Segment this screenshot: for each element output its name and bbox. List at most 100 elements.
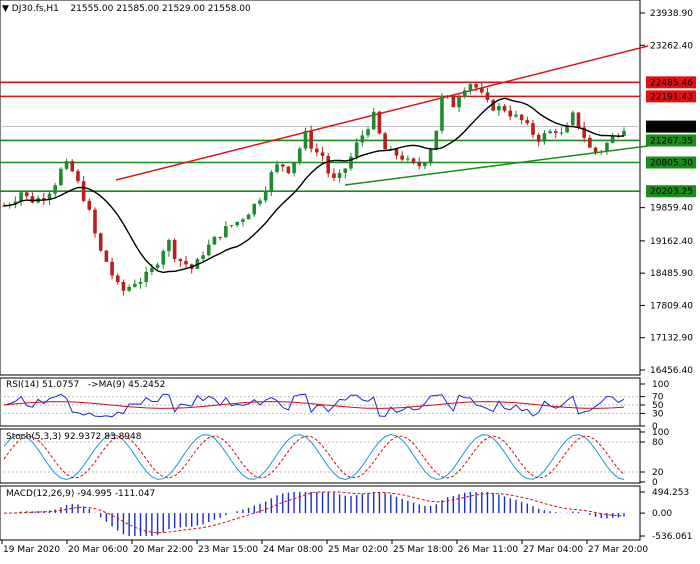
stoch-signal-line bbox=[3, 435, 625, 479]
candle-body bbox=[121, 282, 126, 291]
indicator-tick-label: 30 bbox=[652, 409, 664, 419]
candle-body bbox=[337, 172, 342, 178]
candle-body bbox=[275, 164, 279, 173]
level-tag bbox=[646, 134, 696, 147]
price-tick-label: 19162.40 bbox=[650, 237, 693, 247]
candle-body bbox=[13, 201, 18, 205]
candle-body bbox=[47, 193, 52, 200]
stoch-label: Stoch(5,3,3) 92.9372 83.8948 bbox=[6, 432, 142, 442]
candle-body bbox=[133, 283, 137, 287]
candle-body bbox=[315, 148, 319, 153]
indicator-tick-label: 494.253 bbox=[652, 488, 689, 498]
indicator-tick-label: 100 bbox=[652, 380, 669, 390]
candle-body bbox=[434, 130, 439, 150]
candle-body bbox=[93, 209, 97, 234]
ohlc-label: 21555.00 21585.00 21529.00 21558.00 bbox=[70, 4, 251, 14]
candle-body bbox=[440, 95, 444, 131]
candle-body bbox=[184, 260, 188, 265]
dropdown-triangle-icon[interactable]: ▼ bbox=[2, 4, 12, 14]
time-axis: 19 Mar 2020 20 Mar 06:00 20 Mar 22:00 23 Ma… bbox=[1, 540, 648, 555]
candle-body bbox=[167, 240, 171, 252]
candle-body bbox=[468, 84, 473, 91]
candle-body bbox=[417, 162, 422, 167]
macd-title: MACD(12,26,9) -94.995 -111.047 bbox=[6, 489, 155, 499]
candle-body bbox=[565, 124, 569, 133]
time-tick-label: 27 Mar 20:00 bbox=[588, 545, 648, 555]
candle-body bbox=[593, 147, 598, 153]
indicator-tick-label: -536.061 bbox=[652, 532, 692, 542]
candle-body bbox=[241, 219, 245, 222]
candles bbox=[2, 82, 626, 296]
time-tick-label: 23 Mar 15:00 bbox=[198, 545, 258, 555]
candle-body bbox=[246, 214, 251, 220]
red-trendline bbox=[115, 45, 649, 181]
candle-body bbox=[269, 172, 274, 191]
candle-body bbox=[127, 286, 131, 291]
price-tick-label: 18485.90 bbox=[650, 269, 693, 279]
candle-body bbox=[354, 142, 359, 157]
time-tick-label: 20 Mar 22:00 bbox=[133, 545, 193, 555]
rsi-title: RSI(14) 51.0757 ->MA(9) 45.2452 bbox=[6, 380, 165, 390]
time-tick-label: 24 Mar 08:00 bbox=[263, 545, 323, 555]
indicator-tick-label: 0 bbox=[652, 422, 658, 432]
candle-body bbox=[582, 127, 586, 138]
candle-body bbox=[525, 120, 530, 124]
candle-body bbox=[451, 96, 456, 108]
symbol-label: DJ30.fs,H1 bbox=[11, 4, 59, 14]
candle-body bbox=[508, 110, 513, 117]
macd-signal-line bbox=[4, 491, 625, 534]
candle-body bbox=[303, 130, 308, 149]
candle-body bbox=[548, 131, 552, 134]
candle-body bbox=[531, 123, 535, 135]
chart-title: ▼ DJ30.fs,H1 21555.00 21585.00 21529.00 … bbox=[2, 4, 251, 14]
candle-body bbox=[576, 112, 581, 128]
candle-body bbox=[161, 251, 166, 265]
candle-body bbox=[605, 142, 609, 152]
candle-body bbox=[383, 133, 387, 150]
candle-body bbox=[462, 90, 467, 97]
candle-body bbox=[212, 236, 217, 245]
macd-indicator: 494.253 0.00 -536.061 bbox=[4, 488, 692, 542]
rsi-label: RSI(14) 51.0757 bbox=[6, 380, 80, 390]
candle-body bbox=[24, 192, 29, 197]
candle-body bbox=[252, 203, 257, 215]
candle-body bbox=[536, 134, 541, 142]
level-tag-label: 21267.35 bbox=[650, 136, 693, 146]
indicator-tick-label: 50 bbox=[652, 401, 664, 411]
candle-body bbox=[81, 181, 86, 201]
candle-body bbox=[571, 112, 575, 125]
candle-body bbox=[42, 198, 46, 200]
rsi-ma-label: ->MA(9) 45.2452 bbox=[87, 380, 166, 390]
stoch-title: Stoch(5,3,3) 92.9372 83.8948 bbox=[6, 432, 141, 442]
candle-body bbox=[553, 131, 558, 133]
candle-body bbox=[104, 250, 109, 262]
candle-body bbox=[491, 99, 495, 111]
candle-body bbox=[622, 130, 626, 136]
candle-body bbox=[394, 148, 399, 156]
candle-body bbox=[343, 168, 348, 173]
candle-body bbox=[53, 185, 57, 194]
candle-body bbox=[178, 258, 183, 261]
indicator-tick-label: 20 bbox=[652, 468, 664, 478]
price-tick-label: 19859.40 bbox=[650, 204, 693, 214]
level-tag bbox=[646, 156, 696, 169]
trend-lines bbox=[115, 45, 649, 186]
indicator-tick-label: 70 bbox=[652, 393, 664, 403]
time-tick-label: 20 Mar 06:00 bbox=[68, 545, 128, 555]
candle-body bbox=[588, 137, 592, 148]
current-price-label: 21558.00 bbox=[650, 123, 693, 133]
candle-body bbox=[280, 164, 285, 167]
main-pane bbox=[0, 0, 641, 376]
candle-body bbox=[445, 95, 450, 97]
candle-body bbox=[406, 158, 410, 160]
candle-body bbox=[360, 135, 365, 143]
indicator-tick-label: 100 bbox=[652, 428, 669, 438]
candle-body bbox=[235, 221, 240, 226]
candle-body bbox=[610, 135, 615, 143]
time-tick-label: 25 Mar 02:00 bbox=[328, 545, 388, 555]
rsi-ma-line bbox=[3, 401, 625, 409]
candle-body bbox=[326, 155, 331, 174]
